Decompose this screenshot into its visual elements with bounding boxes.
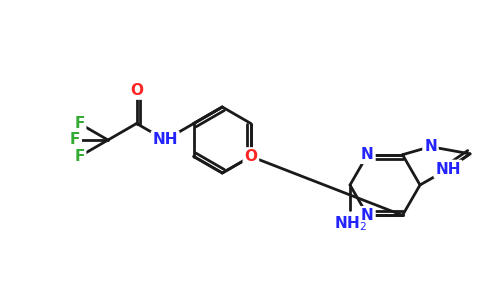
Text: NH: NH <box>435 161 461 176</box>
Text: NH: NH <box>152 133 178 148</box>
Text: N: N <box>424 139 437 154</box>
Text: N: N <box>361 208 374 223</box>
Text: NH$_2$: NH$_2$ <box>333 214 366 233</box>
Text: F: F <box>70 133 80 148</box>
Text: O: O <box>244 149 257 164</box>
Text: N: N <box>361 147 374 162</box>
Text: F: F <box>74 116 85 131</box>
Text: F: F <box>74 149 85 164</box>
Text: O: O <box>130 83 143 98</box>
